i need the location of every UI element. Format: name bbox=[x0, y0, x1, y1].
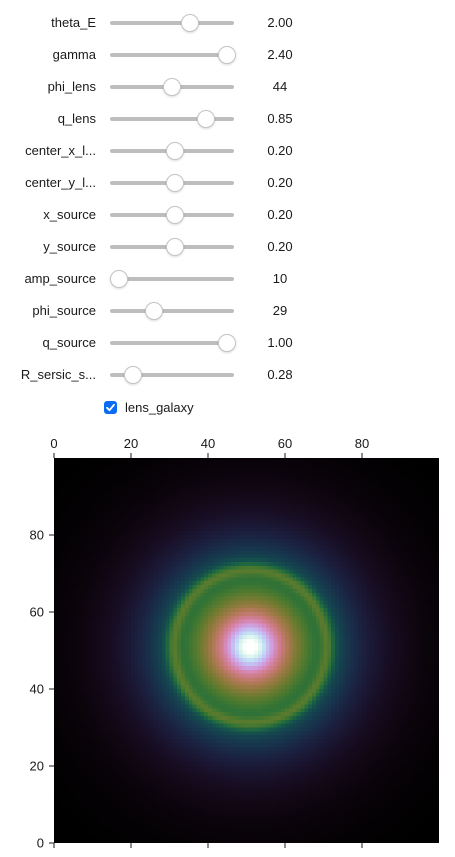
slider-thumb[interactable] bbox=[197, 110, 216, 128]
slider-thumb[interactable] bbox=[124, 366, 143, 384]
slider-label: theta_E bbox=[51, 15, 96, 30]
slider-track[interactable] bbox=[110, 277, 234, 281]
slider-value: 10 bbox=[272, 271, 288, 286]
slider-thumb[interactable] bbox=[218, 334, 236, 352]
checkbox-checked-icon[interactable] bbox=[104, 400, 117, 414]
slider-thumb[interactable] bbox=[166, 206, 185, 224]
slider-value: 2.00 bbox=[267, 15, 293, 30]
slider-value: 2.40 bbox=[267, 47, 293, 62]
slider-thumb[interactable] bbox=[144, 302, 163, 320]
x-tick-label: 80 bbox=[355, 436, 369, 451]
x-tick-label: 40 bbox=[201, 436, 215, 451]
y-tick-label: 20 bbox=[30, 759, 44, 774]
slider-row: R_sersic_s... 0.28 bbox=[0, 359, 455, 391]
slider-label: phi_source bbox=[32, 303, 96, 318]
slider-value: 1.00 bbox=[267, 335, 293, 350]
slider-thumb[interactable] bbox=[166, 142, 185, 160]
slider-value: 0.20 bbox=[267, 175, 293, 190]
x-tick-label: 20 bbox=[124, 436, 138, 451]
slider-row: q_lens 0.85 bbox=[0, 103, 455, 135]
slider-label: phi_lens bbox=[47, 79, 96, 94]
slider-thumb[interactable] bbox=[166, 238, 185, 256]
slider-track[interactable] bbox=[110, 373, 234, 377]
lens-galaxy-label: lens_galaxy bbox=[125, 399, 194, 415]
slider-row: amp_source 10 bbox=[0, 263, 455, 295]
slider-row: center_y_l... 0.20 bbox=[0, 167, 455, 199]
slider-row: gamma 2.40 bbox=[0, 39, 455, 71]
slider-label: amp_source bbox=[24, 271, 96, 286]
y-tick-label: 40 bbox=[30, 682, 44, 697]
slider-label: center_y_l... bbox=[25, 175, 96, 190]
slider-value: 0.20 bbox=[267, 207, 293, 222]
slider-thumb[interactable] bbox=[110, 270, 128, 288]
slider-track[interactable] bbox=[110, 53, 234, 57]
slider-label: center_x_l... bbox=[25, 143, 96, 158]
slider-row: y_source 0.20 bbox=[0, 231, 455, 263]
slider-thumb[interactable] bbox=[162, 78, 181, 96]
slider-track[interactable] bbox=[110, 341, 234, 345]
slider-thumb[interactable] bbox=[218, 46, 236, 64]
slider-track[interactable] bbox=[110, 21, 234, 25]
slider-thumb[interactable] bbox=[166, 174, 185, 192]
slider-row: center_x_l... 0.20 bbox=[0, 135, 455, 167]
y-tick-label: 60 bbox=[30, 605, 44, 620]
slider-value: 29 bbox=[272, 303, 288, 318]
slider-label: gamma bbox=[52, 47, 96, 62]
lensing-image-plot: 0 20 40 60 80 0 20 40 60 80 bbox=[30, 436, 439, 851]
slider-label: q_source bbox=[42, 335, 96, 350]
x-tick-label: 0 bbox=[50, 436, 57, 451]
lensed-image-heatmap bbox=[54, 458, 439, 843]
slider-value: 0.28 bbox=[267, 367, 293, 382]
slider-label: x_source bbox=[43, 207, 96, 222]
slider-label: q_lens bbox=[57, 111, 96, 126]
slider-label: y_source bbox=[43, 239, 96, 254]
slider-row: theta_E 2.00 bbox=[0, 7, 455, 39]
slider-row: x_source 0.20 bbox=[0, 199, 455, 231]
lens-galaxy-checkbox[interactable]: lens_galaxy bbox=[104, 398, 194, 416]
slider-value: 0.20 bbox=[267, 239, 293, 254]
slider-value: 0.20 bbox=[267, 143, 293, 158]
slider-label: R_sersic_s... bbox=[20, 367, 96, 382]
slider-thumb[interactable] bbox=[181, 14, 200, 32]
slider-row: q_source 1.00 bbox=[0, 327, 455, 359]
y-tick-label: 0 bbox=[37, 836, 44, 851]
slider-value: 44 bbox=[272, 79, 288, 94]
slider-row: phi_lens 44 bbox=[0, 71, 455, 103]
y-tick-label: 80 bbox=[30, 528, 44, 543]
x-tick-label: 60 bbox=[278, 436, 292, 451]
slider-track[interactable] bbox=[110, 309, 234, 313]
y-axis-left: 0 20 40 60 80 bbox=[30, 528, 54, 851]
slider-row: phi_source 29 bbox=[0, 295, 455, 327]
x-axis-top: 0 20 40 60 80 bbox=[50, 436, 369, 848]
slider-value: 0.85 bbox=[267, 111, 293, 126]
slider-track[interactable] bbox=[110, 117, 234, 121]
